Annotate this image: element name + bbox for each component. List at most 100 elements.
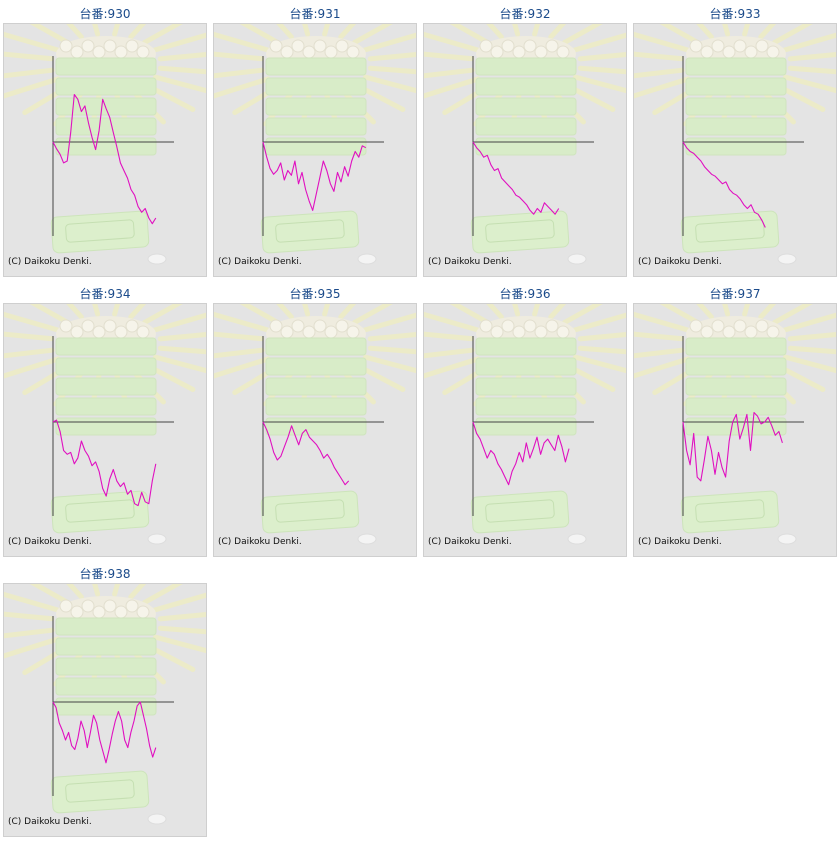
sunburst-ray bbox=[338, 24, 357, 40]
coin-small bbox=[777, 253, 797, 265]
sunburst-ray bbox=[742, 304, 751, 317]
sunburst-ray bbox=[92, 304, 101, 317]
background-illustration bbox=[214, 24, 416, 265]
coin-box bbox=[265, 357, 367, 376]
coin bbox=[324, 325, 338, 339]
coin bbox=[512, 45, 526, 59]
sunburst-ray bbox=[782, 312, 836, 333]
sunburst-ray bbox=[157, 625, 206, 635]
coin bbox=[269, 39, 283, 53]
coin bbox=[302, 45, 316, 59]
sunburst-ray bbox=[787, 345, 836, 355]
sunburst-ray bbox=[363, 74, 416, 94]
sunburst-ray bbox=[4, 311, 60, 333]
sunburst-ray bbox=[787, 65, 836, 75]
machine-number-title[interactable]: 台番:932 bbox=[499, 7, 551, 21]
coin-box bbox=[265, 337, 367, 356]
coin bbox=[280, 45, 294, 59]
coin-tray-inner bbox=[65, 219, 135, 243]
coin bbox=[125, 319, 139, 333]
coin bbox=[103, 599, 117, 613]
sunburst-ray bbox=[512, 304, 521, 317]
slump-line bbox=[682, 411, 783, 482]
copyright-text: (C) Daikoku Denki. bbox=[638, 537, 722, 547]
sunburst-ray bbox=[742, 24, 751, 37]
background-illustration bbox=[4, 24, 206, 265]
sunburst-ray bbox=[66, 584, 84, 600]
sunburst-ray bbox=[4, 356, 61, 379]
coin-tray bbox=[50, 770, 150, 814]
coin bbox=[313, 319, 327, 333]
sunburst-ray bbox=[157, 611, 206, 622]
sunburst-ray bbox=[548, 24, 567, 40]
sunburst-ray bbox=[532, 24, 541, 37]
slump-line bbox=[52, 419, 157, 507]
sunburst-ray bbox=[157, 345, 206, 355]
coin-tray-inner bbox=[485, 499, 555, 523]
copyright-text: (C) Daikoku Denki. bbox=[8, 257, 92, 267]
machine-number-title[interactable]: 台番:931 bbox=[289, 7, 341, 21]
slump-line bbox=[472, 141, 560, 215]
coin bbox=[766, 45, 780, 59]
coin-small bbox=[567, 253, 587, 265]
coin-tray bbox=[50, 490, 150, 534]
slump-line bbox=[52, 701, 157, 764]
sunburst-ray bbox=[424, 311, 480, 333]
sunburst-ray bbox=[4, 51, 55, 62]
coin bbox=[59, 319, 73, 333]
background-illustration bbox=[634, 24, 836, 265]
sunburst-ray bbox=[239, 304, 281, 325]
sunburst-ray bbox=[787, 51, 836, 62]
sunburst-ray bbox=[4, 67, 55, 79]
coin bbox=[302, 325, 316, 339]
coin bbox=[81, 319, 95, 333]
sunburst-ray bbox=[573, 74, 626, 94]
coin bbox=[545, 319, 559, 333]
machine-number-title[interactable]: 台番:934 bbox=[79, 287, 131, 301]
coin bbox=[81, 39, 95, 53]
slump-line bbox=[52, 93, 157, 225]
coin-box bbox=[685, 337, 787, 356]
sunburst-ray bbox=[424, 67, 475, 79]
sunburst-ray bbox=[572, 32, 626, 53]
graph-cell: 台番:938 (C) Daikoku Denki. bbox=[0, 560, 210, 840]
machine-number-title[interactable]: 台番:937 bbox=[709, 287, 761, 301]
coin bbox=[92, 45, 106, 59]
slump-graph-svg bbox=[4, 584, 206, 825]
background-illustration bbox=[634, 304, 836, 545]
sunburst-ray bbox=[486, 24, 504, 40]
graph-cell: 台番:932 (C) Daikoku Denki. bbox=[420, 0, 630, 280]
machine-number-title[interactable]: 台番:935 bbox=[289, 287, 341, 301]
coin bbox=[744, 325, 758, 339]
coin-box bbox=[475, 77, 577, 96]
sunburst-ray bbox=[4, 591, 60, 613]
coin-box bbox=[55, 637, 157, 656]
sunburst-ray bbox=[659, 304, 701, 325]
machine-number-title[interactable]: 台番:938 bbox=[79, 567, 131, 581]
coin-box bbox=[475, 337, 577, 356]
coin bbox=[722, 45, 736, 59]
machine-number-title[interactable]: 台番:930 bbox=[79, 7, 131, 21]
coin bbox=[114, 605, 128, 619]
sunburst-ray bbox=[577, 331, 626, 342]
coin bbox=[490, 325, 504, 339]
copyright-text: (C) Daikoku Denki. bbox=[428, 537, 512, 547]
coin-small bbox=[777, 533, 797, 545]
sunburst-ray bbox=[577, 345, 626, 355]
coin bbox=[479, 319, 493, 333]
coin-box bbox=[265, 397, 367, 416]
sunburst-ray bbox=[4, 31, 60, 53]
slump-graph-panel: (C) Daikoku Denki. bbox=[633, 23, 837, 277]
coin-box bbox=[55, 57, 157, 76]
machine-number-title[interactable]: 台番:933 bbox=[709, 7, 761, 21]
sunburst-ray bbox=[352, 304, 393, 325]
coin-box bbox=[475, 417, 577, 436]
coin bbox=[92, 325, 106, 339]
coin bbox=[556, 45, 570, 59]
sunburst-ray bbox=[92, 584, 101, 597]
sunburst-ray bbox=[367, 65, 416, 75]
coin-box bbox=[685, 97, 787, 116]
machine-number-title[interactable]: 台番:936 bbox=[499, 287, 551, 301]
sunburst-ray bbox=[29, 24, 71, 45]
sunburst-ray bbox=[214, 311, 270, 333]
